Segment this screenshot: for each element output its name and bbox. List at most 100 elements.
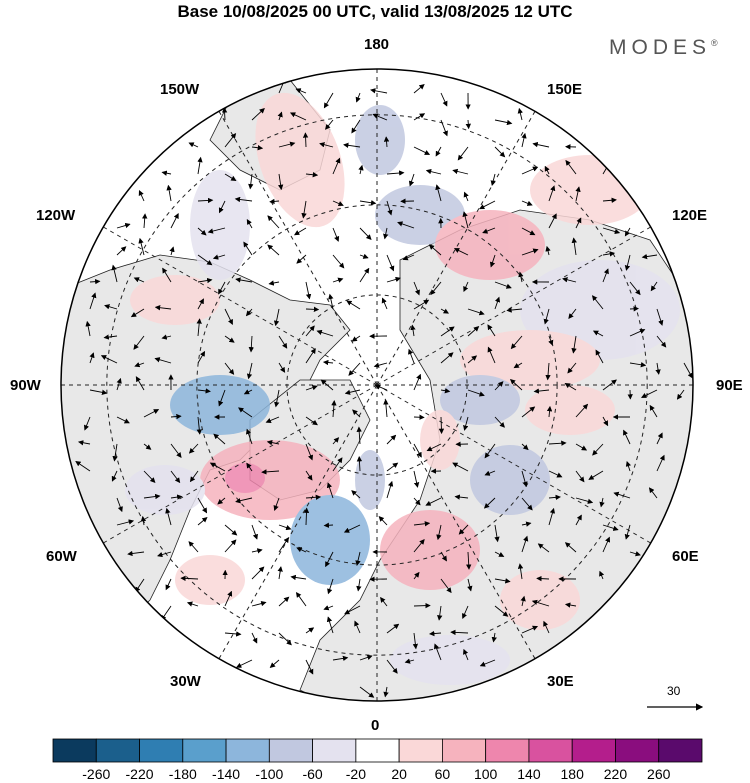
wind-vector bbox=[224, 132, 237, 148]
wind-vector bbox=[641, 253, 658, 260]
wind-vector bbox=[372, 113, 388, 121]
wind-vector bbox=[452, 462, 469, 472]
wind-vector bbox=[197, 277, 213, 284]
wind-vector bbox=[599, 497, 605, 508]
wind-vector bbox=[521, 535, 529, 553]
wind-vector bbox=[413, 470, 420, 488]
wind-vector bbox=[413, 281, 420, 296]
wind-vector bbox=[548, 494, 561, 501]
colorbar-tick-label: -140 bbox=[212, 766, 241, 782]
wind-vector bbox=[494, 119, 513, 126]
colorbar bbox=[52, 738, 703, 763]
wind-vector bbox=[378, 516, 388, 526]
wind-vector bbox=[100, 355, 118, 364]
wind-vector bbox=[130, 308, 145, 318]
lon-label-90w: 90W bbox=[10, 377, 41, 394]
wind-vector bbox=[320, 379, 334, 391]
wind-vector bbox=[196, 416, 202, 435]
wind-vector bbox=[162, 267, 172, 283]
wind-vector bbox=[410, 324, 416, 337]
wind-vector bbox=[494, 524, 500, 543]
wind-vector bbox=[575, 514, 582, 526]
wind-vector bbox=[246, 462, 253, 472]
wind-vector bbox=[218, 389, 226, 407]
wind-vector bbox=[440, 578, 452, 594]
wind-vector bbox=[303, 507, 310, 526]
wind-vector bbox=[359, 267, 370, 283]
wind-vector bbox=[89, 278, 101, 285]
wind-vector bbox=[676, 389, 685, 400]
wind-vector bbox=[143, 443, 152, 450]
wind-vector bbox=[157, 551, 172, 558]
wind-vector bbox=[116, 246, 127, 256]
wind-vector bbox=[510, 335, 523, 350]
wind-vector bbox=[532, 141, 550, 148]
wind-vector bbox=[326, 482, 334, 499]
wind-vector bbox=[217, 497, 226, 505]
wind-vector bbox=[602, 379, 617, 391]
wind-vector bbox=[189, 470, 199, 483]
wind-vector bbox=[548, 213, 557, 229]
wind-vector bbox=[355, 92, 361, 103]
wind-vector bbox=[188, 541, 199, 553]
wind-vector bbox=[494, 146, 506, 158]
wind-vector bbox=[602, 268, 609, 283]
wind-vector bbox=[346, 300, 361, 310]
wind-vector bbox=[277, 173, 284, 191]
wind-vector bbox=[356, 426, 362, 445]
wind-vector bbox=[484, 443, 496, 459]
wind-vector bbox=[543, 308, 550, 325]
wind-vector bbox=[592, 330, 604, 337]
wind-vector bbox=[465, 119, 471, 130]
wind-vector bbox=[383, 227, 389, 240]
wind-vector bbox=[89, 352, 95, 364]
wind-vector bbox=[213, 433, 226, 445]
wind-vector bbox=[161, 170, 172, 176]
wind-vector bbox=[575, 186, 581, 202]
wind-vector bbox=[322, 359, 334, 366]
wind-vector bbox=[650, 281, 658, 292]
colorbar-tick-label: 180 bbox=[560, 766, 584, 782]
lon-label-60e: 60E bbox=[672, 548, 699, 565]
wind-vector bbox=[235, 277, 253, 283]
wind-vector bbox=[463, 191, 469, 202]
wind-vector bbox=[533, 388, 550, 394]
wind-vector bbox=[332, 655, 349, 662]
wind-vector bbox=[296, 547, 307, 553]
wind-vector bbox=[623, 429, 631, 445]
lon-label-120w: 120W bbox=[36, 207, 76, 224]
colorbar-tick-label: -180 bbox=[168, 766, 197, 782]
wind-vector bbox=[429, 630, 442, 637]
wind-vector bbox=[85, 320, 91, 337]
wind-vector bbox=[224, 173, 237, 181]
wind-vector bbox=[246, 219, 253, 229]
wind-vector bbox=[261, 469, 280, 475]
wind-vector bbox=[408, 173, 415, 187]
wind-vector bbox=[440, 92, 448, 107]
wind-vector bbox=[413, 538, 425, 553]
wind-vector bbox=[343, 524, 361, 533]
wind-vector bbox=[440, 308, 449, 314]
wind-vector bbox=[251, 145, 264, 151]
wind-vector bbox=[575, 217, 582, 229]
wind-vector bbox=[575, 443, 588, 451]
wind-vector bbox=[521, 497, 533, 511]
wind-vector bbox=[386, 659, 398, 674]
wind-vector bbox=[301, 200, 307, 219]
wind-vector bbox=[154, 357, 172, 364]
wind-vector bbox=[296, 254, 307, 264]
wind-vector bbox=[602, 197, 617, 203]
wind-vector bbox=[491, 632, 497, 643]
wind-vector bbox=[235, 659, 253, 668]
wind-vector bbox=[404, 658, 415, 664]
wind-vector bbox=[332, 437, 340, 445]
wind-vector bbox=[212, 254, 226, 260]
colorbar-swatch bbox=[268, 738, 314, 763]
wind-vector bbox=[278, 362, 286, 373]
wind-vector bbox=[188, 142, 199, 148]
wind-vector bbox=[521, 132, 527, 148]
wind-vector bbox=[188, 443, 199, 454]
wind-vector bbox=[352, 409, 361, 418]
wind-vector bbox=[295, 591, 307, 607]
wind-vector bbox=[383, 686, 389, 698]
